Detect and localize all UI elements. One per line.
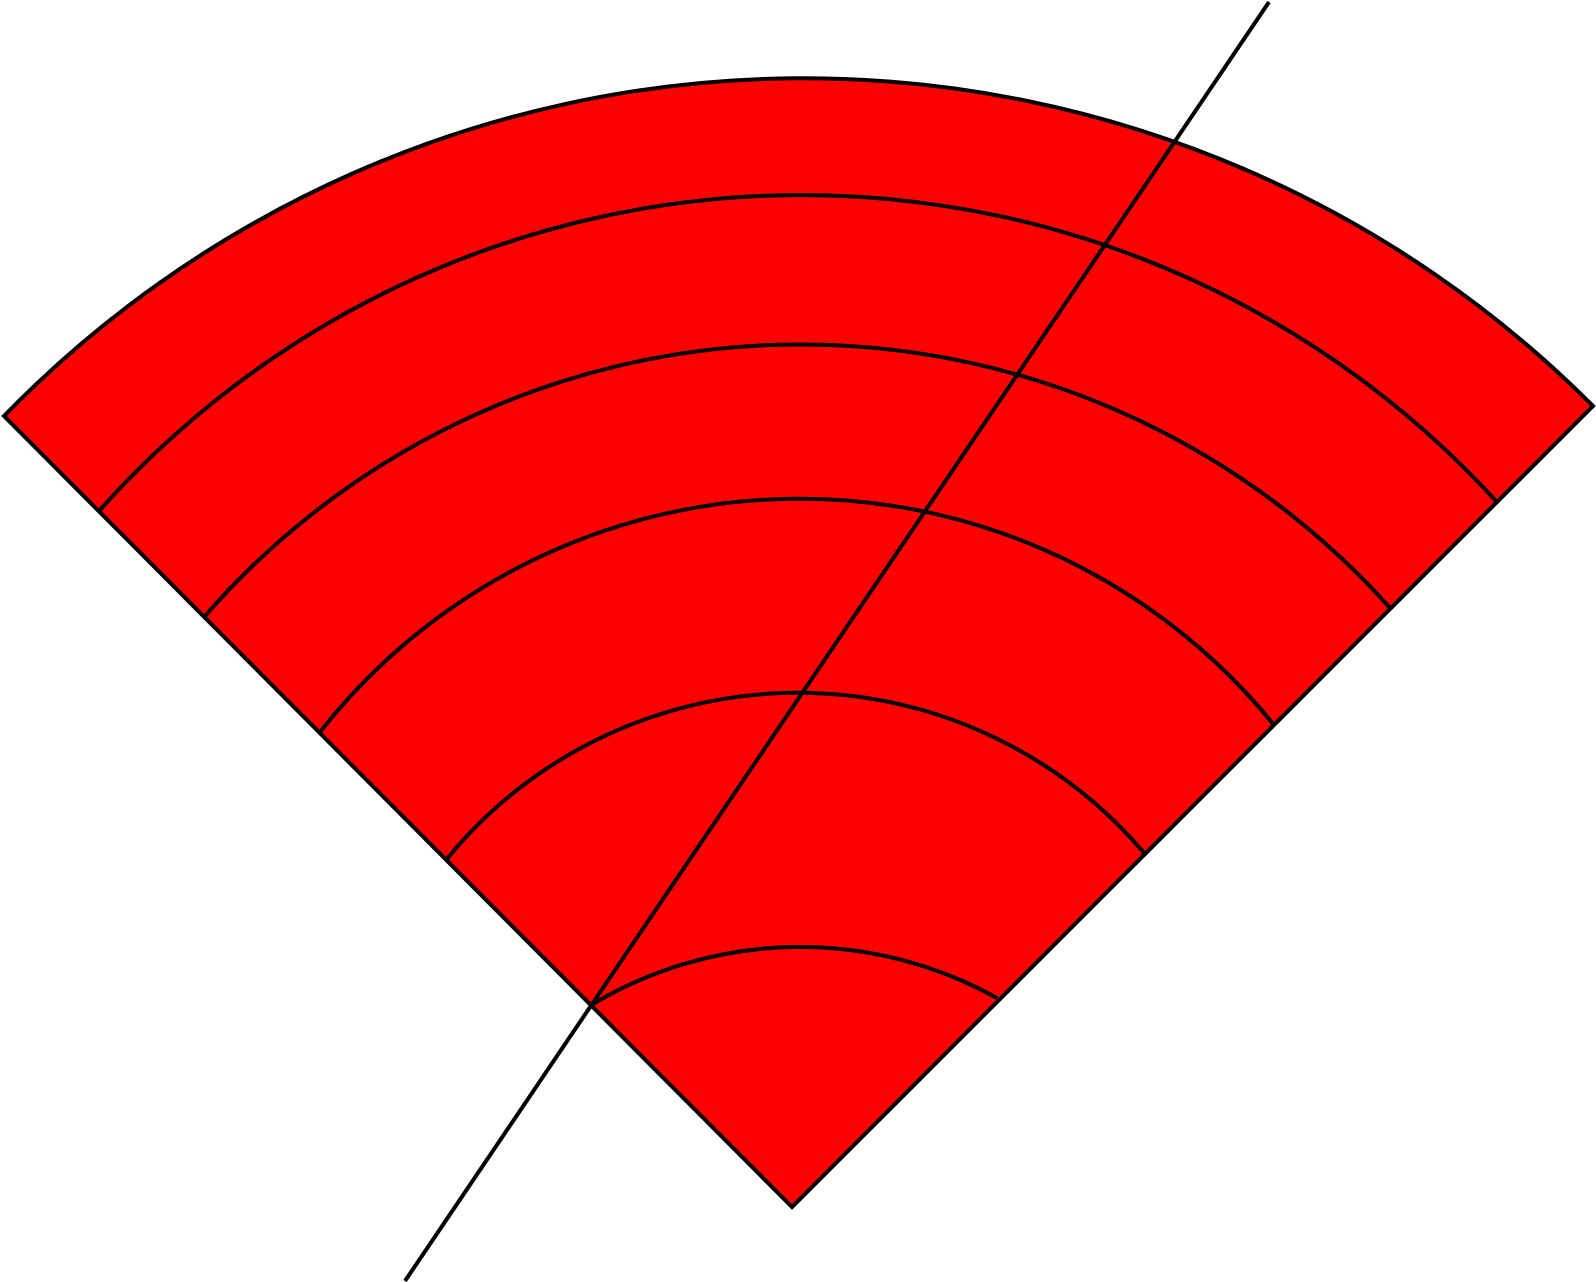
signal-ring	[591, 945, 998, 1006]
signal-ring	[318, 496, 1276, 734]
signal-ring	[98, 193, 1498, 512]
signal-rings	[98, 193, 1498, 1006]
signal-ring	[444, 690, 1147, 862]
signal-ring	[203, 342, 1393, 618]
signal-sector	[1, 76, 1596, 1210]
diagonal-line	[403, 0, 1271, 1282]
